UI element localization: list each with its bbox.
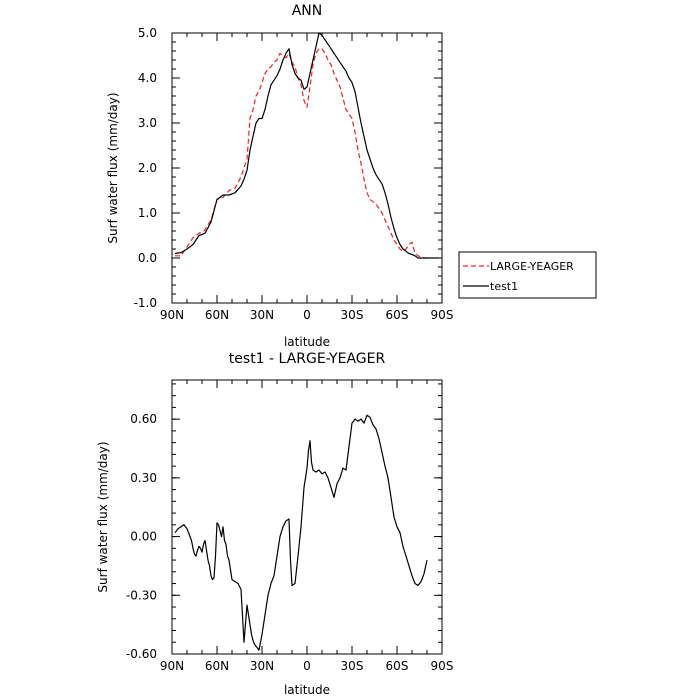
annual-mean-chart: ANN 90N 60N 30N 0 30S 60S 90S -1.0 0.0 1.0 2.0 3.0 4.… xyxy=(106,3,597,349)
legend-entry-0: LARGE-YEAGER xyxy=(490,260,574,273)
x-tick-label: 0 xyxy=(303,308,311,322)
y-tick-label: 0.30 xyxy=(130,471,157,485)
y-tick-label: 3.0 xyxy=(138,116,157,130)
plot-frame xyxy=(171,32,443,304)
x-axis-label: latitude xyxy=(284,335,330,349)
y-tick-label: -0.60 xyxy=(126,647,157,661)
y-tick-label: 0.00 xyxy=(130,530,157,544)
series-line-1 xyxy=(174,32,439,259)
x-tick-label: 30N xyxy=(250,659,274,673)
series-line-0 xyxy=(174,414,428,651)
y-tick-label: 0.60 xyxy=(130,412,157,426)
legend-entry-1: test1 xyxy=(490,280,518,293)
y-axis-label: Surf water flux (mm/day) xyxy=(96,441,110,592)
x-tick-label: 90N xyxy=(160,659,184,673)
chart-title: test1 - LARGE-YEAGER xyxy=(229,351,386,367)
series-line-0 xyxy=(175,48,427,259)
x-tick-label: 90S xyxy=(431,659,454,673)
y-tick-label: -1.0 xyxy=(134,296,157,310)
x-tick-label: 60S xyxy=(386,659,409,673)
x-tick-label: 0 xyxy=(303,659,311,673)
y-axis-label: Surf water flux (mm/day) xyxy=(106,92,120,243)
legend-box xyxy=(458,251,597,299)
x-tick-label: 90S xyxy=(431,308,454,322)
y-tick-label: -0.30 xyxy=(126,588,157,602)
x-tick-label: 30S xyxy=(341,659,364,673)
y-tick-label: 1.0 xyxy=(138,206,157,220)
y-tick-label: 5.0 xyxy=(138,26,157,40)
x-axis-label: latitude xyxy=(284,683,330,697)
x-tick-label: 60N xyxy=(205,659,229,673)
x-tick-label: 60S xyxy=(386,308,409,322)
y-tick-label: 2.0 xyxy=(138,161,157,175)
difference-chart: test1 - LARGE-YEAGER 90N 60N 30N 0 30S 60S 90S -… xyxy=(96,351,453,697)
x-tick-label: 30N xyxy=(250,308,274,322)
x-tick-label: 90N xyxy=(160,308,184,322)
x-tick-label: 60N xyxy=(205,308,229,322)
y-tick-label: 4.0 xyxy=(138,71,157,85)
x-tick-label: 30S xyxy=(341,308,364,322)
y-tick-label: 0.0 xyxy=(138,251,157,265)
chart-title: ANN xyxy=(292,3,323,19)
plot-frame xyxy=(171,379,443,655)
